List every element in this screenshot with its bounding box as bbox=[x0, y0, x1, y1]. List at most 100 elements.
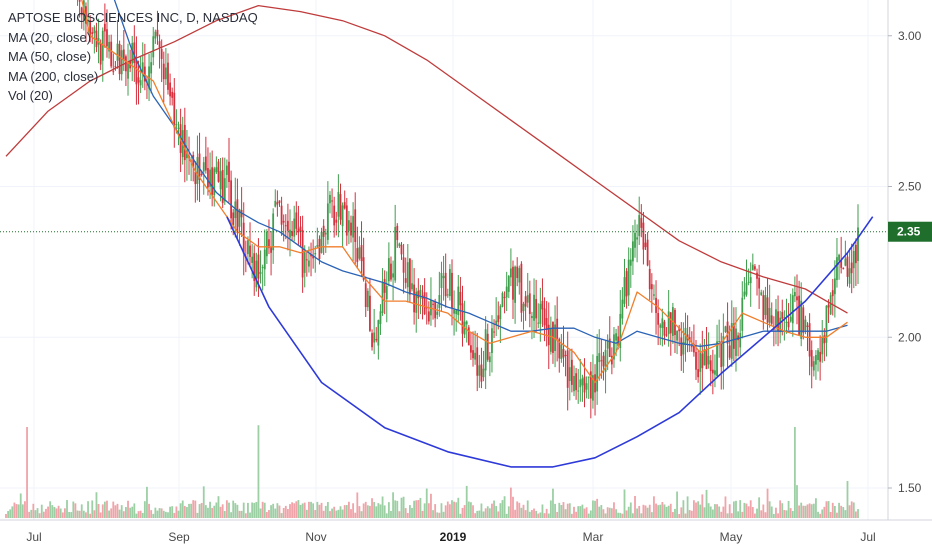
volume-bar bbox=[282, 507, 285, 518]
volume-bar bbox=[709, 506, 712, 518]
volume-bar bbox=[432, 510, 434, 518]
volume-bar bbox=[461, 507, 464, 518]
volume-bar bbox=[730, 513, 733, 518]
indicator-ma20[interactable]: MA (20, close) bbox=[8, 29, 92, 45]
candle-body bbox=[846, 256, 849, 277]
volume-bar bbox=[366, 505, 369, 518]
volume-bar bbox=[293, 503, 296, 518]
volume-bar bbox=[478, 510, 481, 518]
volume-bar bbox=[823, 506, 826, 518]
indicator-ma200[interactable]: MA (200, close) bbox=[8, 68, 99, 84]
volume-bar bbox=[821, 509, 824, 518]
candle-body bbox=[714, 370, 716, 375]
candle-body bbox=[364, 283, 367, 308]
symbol-title[interactable]: APTOSE BIOSCIENCES INC, D, NASDAQ bbox=[8, 10, 258, 25]
volume-bar bbox=[150, 510, 153, 518]
candle-body bbox=[232, 212, 235, 226]
volume-bar bbox=[528, 511, 531, 518]
candle-body bbox=[634, 232, 636, 248]
volume-bar bbox=[299, 504, 302, 518]
volume-bar bbox=[80, 504, 83, 518]
candle-body bbox=[371, 333, 373, 348]
candle-body bbox=[613, 334, 615, 360]
candle-body bbox=[646, 239, 649, 266]
volume-bar bbox=[674, 508, 676, 518]
candle-body bbox=[699, 351, 702, 372]
volume-bar bbox=[209, 501, 211, 518]
volume-bar bbox=[164, 511, 167, 518]
candle-body bbox=[735, 328, 737, 356]
volume-bar bbox=[661, 502, 664, 518]
candle-body bbox=[459, 291, 462, 306]
candle-body bbox=[409, 258, 411, 295]
candle-body bbox=[335, 219, 338, 223]
volume-bar bbox=[13, 502, 16, 518]
price-tick-label: 3.00 bbox=[898, 29, 922, 43]
candle-body bbox=[802, 307, 805, 333]
volume-bar bbox=[276, 503, 279, 518]
candle-body bbox=[587, 376, 590, 378]
candle-body bbox=[632, 241, 634, 262]
candle-body bbox=[701, 353, 704, 369]
candle-body bbox=[457, 286, 460, 316]
volume-bar bbox=[606, 507, 609, 518]
volume-bar bbox=[737, 511, 739, 518]
candle-body bbox=[610, 355, 613, 365]
indicator-ma50[interactable]: MA (50, close) bbox=[8, 49, 92, 64]
candle-body bbox=[265, 231, 268, 257]
volume-bar bbox=[440, 503, 443, 518]
volume-bar bbox=[566, 503, 569, 518]
volume-bar bbox=[255, 501, 258, 518]
volume-bar bbox=[831, 502, 834, 518]
volume-bar bbox=[448, 504, 451, 518]
volume-bar bbox=[686, 496, 689, 518]
candle-body bbox=[221, 169, 224, 204]
candle-body bbox=[709, 360, 712, 372]
candle-body bbox=[573, 375, 575, 392]
candle-body bbox=[108, 41, 110, 52]
volume-bar bbox=[522, 504, 525, 518]
candle-body bbox=[402, 257, 405, 273]
volume-bar bbox=[699, 504, 702, 518]
candle-body bbox=[329, 194, 331, 204]
candle-body bbox=[838, 254, 840, 261]
volume-bar bbox=[53, 506, 56, 518]
volume-bar bbox=[11, 506, 14, 518]
month-label: Jul bbox=[26, 530, 41, 544]
candle-body bbox=[596, 355, 599, 392]
candle-body bbox=[427, 311, 430, 322]
volume-bar bbox=[653, 496, 655, 518]
candle-body bbox=[604, 349, 607, 372]
candle-body bbox=[695, 352, 697, 370]
volume-bar bbox=[714, 504, 716, 518]
candle-body bbox=[718, 341, 721, 343]
candle-body bbox=[720, 341, 723, 368]
price-tick-label: 2.50 bbox=[898, 180, 922, 194]
volume-bar bbox=[171, 506, 174, 518]
candle-body bbox=[764, 295, 767, 315]
candle-body bbox=[585, 383, 588, 390]
candle-body bbox=[257, 254, 260, 279]
indicator-volume[interactable]: Vol (20) bbox=[8, 88, 53, 103]
volume-bar bbox=[335, 510, 338, 518]
volume-bar bbox=[623, 489, 626, 518]
volume-bar bbox=[499, 503, 502, 518]
candle-body bbox=[640, 217, 643, 228]
candle-body bbox=[442, 275, 445, 279]
volume-bar bbox=[331, 508, 333, 518]
candle-body bbox=[345, 205, 348, 236]
volume-bar bbox=[385, 513, 388, 518]
volume-bar bbox=[387, 502, 390, 518]
volume-bar bbox=[423, 503, 426, 518]
volume-bar bbox=[707, 503, 710, 518]
candle-body bbox=[711, 369, 714, 374]
candle-body bbox=[392, 273, 394, 278]
volume-bar bbox=[356, 492, 359, 518]
candle-body bbox=[198, 153, 201, 180]
candle-body bbox=[103, 23, 106, 32]
volume-bar bbox=[125, 507, 127, 518]
volume-bar bbox=[131, 506, 134, 518]
year-label: 2019 bbox=[440, 530, 467, 544]
